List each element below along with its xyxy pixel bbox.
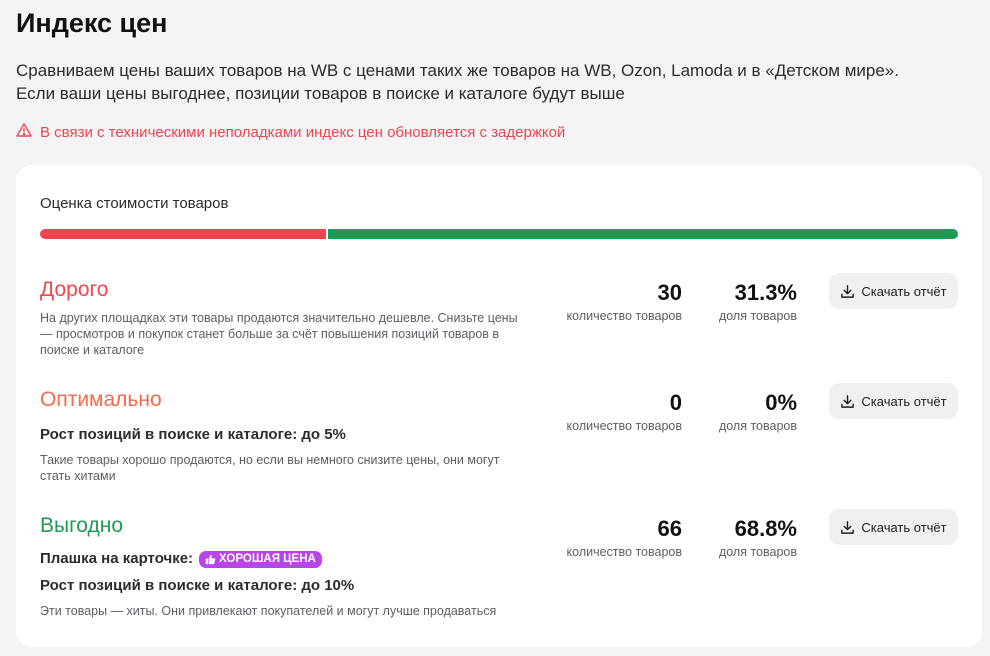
count-label: количество товаров: [566, 309, 682, 323]
page-subtitle: Сравниваем цены ваших товаров на WB с це…: [16, 59, 966, 105]
category-row-optimal: Оптимально Рост позиций в поиске и катал…: [40, 383, 958, 487]
download-report-button[interactable]: Скачать отчёт: [829, 509, 958, 545]
download-report-label: Скачать отчёт: [861, 283, 947, 299]
share-label: доля товаров: [718, 309, 797, 323]
card-heading: Оценка стоимости товаров: [40, 195, 229, 212]
count-value: 66: [657, 516, 682, 541]
count-stat: 66 количество товаров: [542, 516, 682, 559]
download-report-button[interactable]: Скачать отчёт: [829, 273, 958, 309]
bar-segment-profitable: [328, 229, 958, 239]
position-growth: Рост позиций в поиске и каталоге: до 10%: [40, 577, 355, 594]
share-value: 31.3%: [734, 280, 797, 305]
price-assessment-card: Оценка стоимости товаров Дорого На други…: [16, 165, 982, 647]
download-icon: [841, 394, 855, 408]
category-row-profitable: Выгодно Плашка на карточке: ХОРОШАЯ ЦЕНА…: [40, 509, 958, 623]
category-title: Оптимально: [40, 388, 162, 411]
download-icon: [841, 284, 855, 298]
share-value: 68.8%: [734, 516, 797, 541]
warning-notice: В связи с техническими неполадками индек…: [16, 122, 565, 142]
good-price-badge-text: ХОРОШАЯ ЦЕНА: [219, 553, 316, 565]
position-growth: Рост позиций в поиске и каталоге: до 5%: [40, 426, 346, 443]
good-price-badge: ХОРОШАЯ ЦЕНА: [199, 550, 322, 568]
share-value: 0%: [765, 390, 797, 415]
download-icon: [841, 520, 855, 534]
share-stat: 68.8% доля товаров: [697, 516, 797, 559]
download-report-label: Скачать отчёт: [861, 393, 947, 409]
category-description: Эти товары — хиты. Они привлекают покупа…: [40, 604, 497, 618]
warning-text: В связи с техническими неполадками индек…: [40, 123, 566, 141]
thumbs-up-icon: [205, 554, 216, 564]
warning-icon: [16, 122, 32, 142]
count-label: количество товаров: [566, 419, 682, 433]
share-stat: 31.3% доля товаров: [697, 280, 797, 323]
category-row-expensive: Дорого На других площадках эти товары пр…: [40, 273, 958, 367]
download-report-label: Скачать отчёт: [861, 519, 947, 535]
download-report-button[interactable]: Скачать отчёт: [829, 383, 958, 419]
bar-segment-expensive: [40, 229, 327, 239]
subtitle-line-2: Если ваши цены выгоднее, позиции товаров…: [16, 84, 625, 103]
category-title: Дорого: [40, 278, 109, 301]
category-description: На других площадках эти товары продаются…: [40, 311, 518, 357]
share-stat: 0% доля товаров: [697, 390, 797, 433]
price-distribution-bar: [40, 229, 958, 239]
count-stat: 30 количество товаров: [542, 280, 682, 323]
card-badge-label: Плашка на карточке:: [40, 550, 194, 567]
share-label: доля товаров: [718, 545, 797, 559]
category-description: Такие товары хорошо продаются, но если в…: [40, 453, 500, 483]
count-value: 0: [669, 390, 682, 415]
subtitle-line-1: Сравниваем цены ваших товаров на WB с це…: [16, 61, 899, 80]
count-label: количество товаров: [566, 545, 682, 559]
card-badge-line: Плашка на карточке: ХОРОШАЯ ЦЕНА: [40, 549, 958, 569]
page-title: Индекс цен: [16, 8, 168, 38]
count-value: 30: [657, 280, 682, 305]
share-label: доля товаров: [718, 419, 797, 433]
count-stat: 0 количество товаров: [542, 390, 682, 433]
category-title: Выгодно: [40, 514, 124, 537]
